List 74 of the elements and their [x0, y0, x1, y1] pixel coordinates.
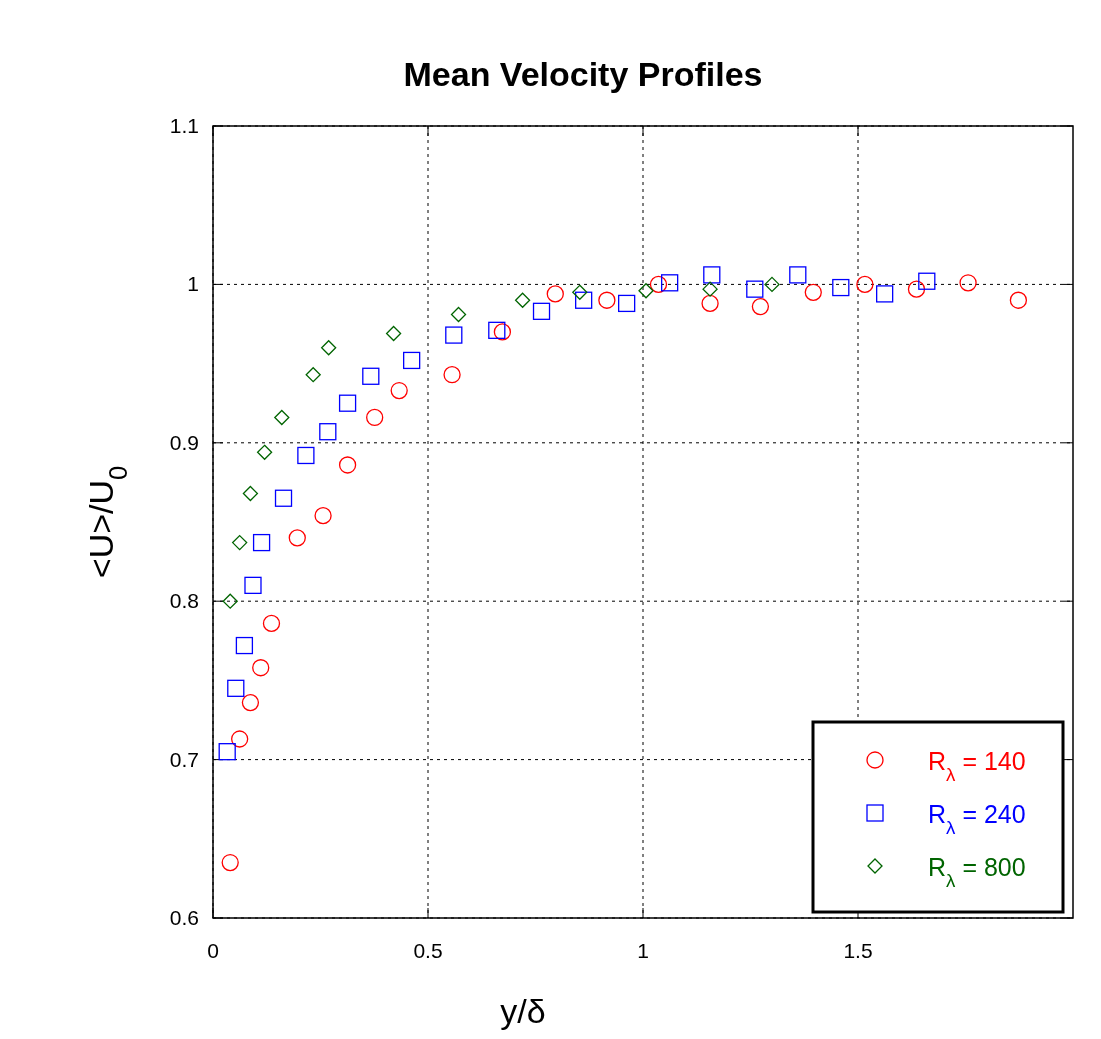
point — [832, 278, 850, 297]
point — [598, 291, 616, 309]
point — [445, 326, 463, 344]
point — [338, 456, 357, 474]
point — [232, 534, 248, 551]
point — [221, 853, 239, 872]
y-tick-label: 1.1 — [169, 114, 199, 137]
point — [746, 280, 764, 298]
point — [385, 325, 402, 342]
point — [443, 366, 461, 384]
point — [907, 280, 926, 298]
legend-label: R$_{λ}$ = 140 — [928, 747, 1026, 785]
legend-label: R$_{λ}$ = 240 — [928, 800, 1026, 838]
y-tick-label: 0.8 — [169, 589, 199, 613]
point — [403, 351, 421, 370]
point — [638, 283, 654, 299]
point — [305, 367, 321, 383]
point — [256, 444, 273, 460]
point — [546, 285, 564, 303]
x-tick-label: 0.5 — [413, 939, 443, 962]
x-tick-label: 1.5 — [843, 939, 873, 962]
point — [488, 321, 506, 339]
point — [274, 409, 290, 426]
legend-label: R$_{λ}$ = 800 — [928, 853, 1026, 891]
point — [789, 266, 807, 284]
point — [572, 284, 588, 300]
point — [241, 693, 260, 712]
point — [288, 529, 306, 547]
point — [218, 743, 236, 761]
point — [514, 292, 531, 308]
point — [262, 614, 281, 633]
point — [252, 659, 270, 677]
point — [390, 381, 408, 400]
point — [222, 593, 238, 609]
x-tick-label: 0 — [207, 939, 219, 962]
chart-title: Mean Velocity Profiles — [403, 55, 763, 93]
point — [244, 576, 262, 595]
point — [532, 302, 551, 320]
point — [252, 533, 271, 552]
point — [227, 679, 245, 697]
point — [338, 394, 357, 412]
point — [274, 489, 293, 507]
point — [231, 730, 249, 748]
point — [242, 485, 259, 502]
x-axis-title: y/δ — [500, 992, 546, 1030]
point — [235, 636, 254, 655]
y-tick-label: 0.6 — [169, 906, 199, 929]
y-tick-label: 0.7 — [169, 747, 199, 771]
point — [661, 274, 679, 292]
point — [856, 275, 874, 294]
x-tick-label: 1 — [637, 939, 649, 962]
point — [450, 306, 467, 323]
point — [702, 281, 718, 297]
point — [493, 323, 512, 341]
point — [918, 272, 936, 290]
point — [701, 294, 719, 313]
point — [297, 446, 315, 465]
point — [319, 423, 337, 441]
point — [751, 297, 770, 316]
point — [649, 275, 668, 294]
point — [366, 408, 384, 427]
y-tick-label: 0.9 — [169, 430, 199, 454]
point — [804, 283, 822, 301]
point — [362, 367, 380, 385]
point — [959, 274, 977, 292]
point — [764, 276, 780, 293]
point — [321, 340, 337, 356]
point — [703, 266, 721, 284]
point — [1009, 291, 1028, 309]
point — [575, 291, 593, 309]
point — [314, 507, 332, 525]
point — [876, 285, 894, 303]
point — [618, 294, 636, 313]
y-tick-label: 1 — [187, 272, 199, 296]
